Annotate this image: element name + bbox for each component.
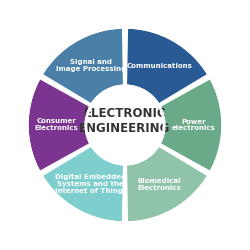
Text: Biomedical
Electronics: Biomedical Electronics: [137, 178, 181, 191]
Text: Power
electronics: Power electronics: [172, 118, 215, 132]
Wedge shape: [41, 27, 124, 105]
Wedge shape: [41, 145, 124, 223]
Text: Communications: Communications: [126, 63, 192, 69]
Text: Consumer
Electronics: Consumer Electronics: [35, 118, 78, 132]
Text: ELECTRONIC
ENGINEERING: ELECTRONIC ENGINEERING: [79, 107, 171, 135]
Wedge shape: [126, 145, 209, 223]
Wedge shape: [27, 78, 91, 172]
Text: Signal and
Image Processing: Signal and Image Processing: [56, 59, 126, 72]
Wedge shape: [159, 78, 223, 172]
Wedge shape: [126, 27, 209, 105]
Circle shape: [86, 86, 164, 164]
Text: Digital Embedded
Systems and the
Internet of Things: Digital Embedded Systems and the Interne…: [55, 174, 127, 194]
